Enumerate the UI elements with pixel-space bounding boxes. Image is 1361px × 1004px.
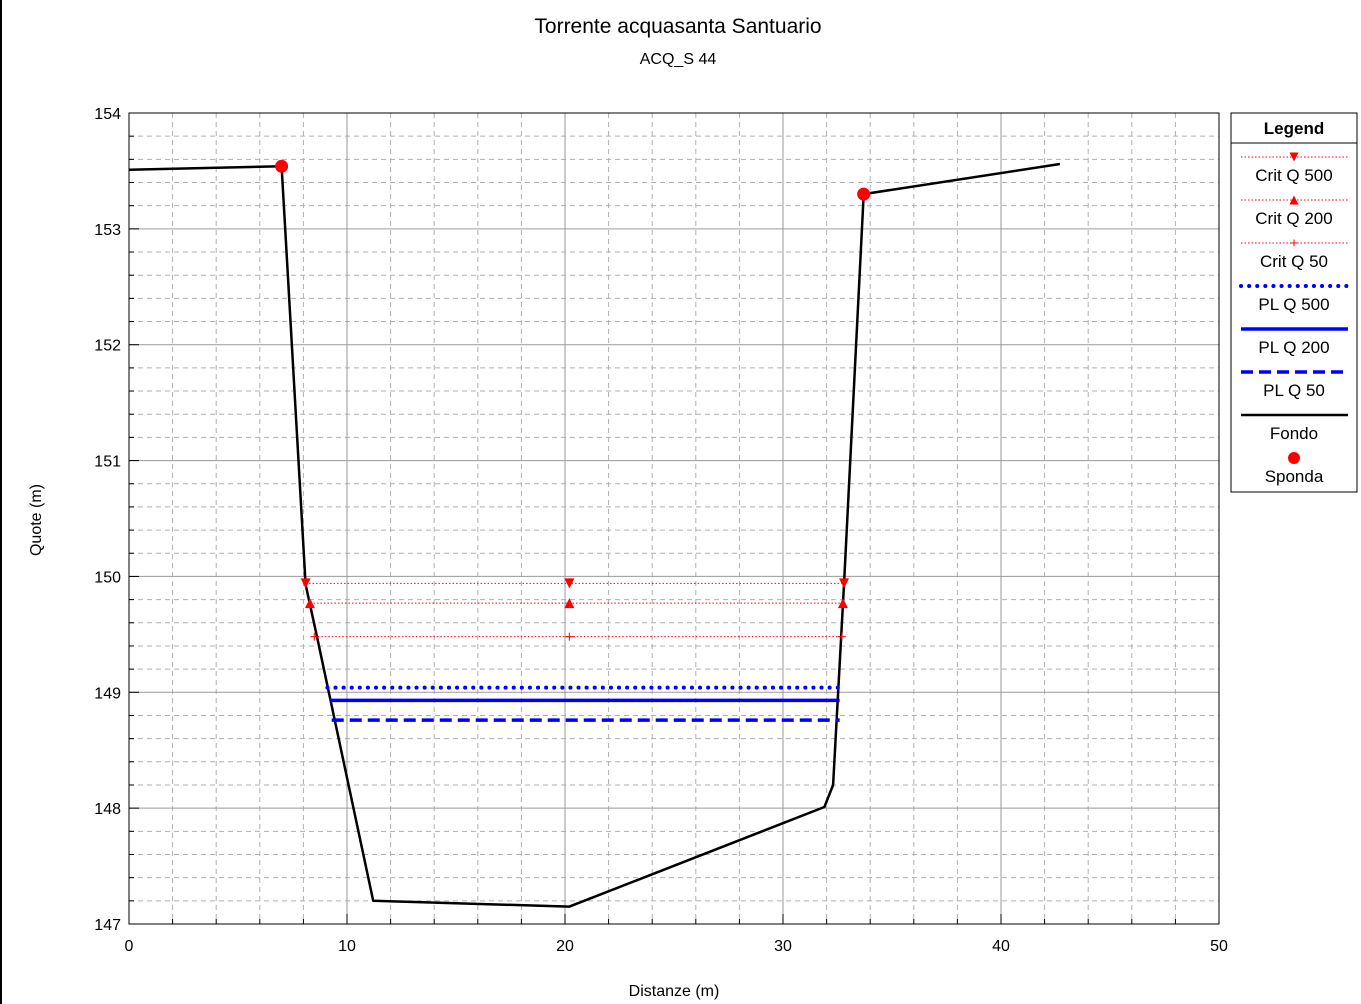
x-tick-label: 40 (992, 938, 1010, 955)
legend-box (1230, 112, 1358, 493)
y-tick-label: 148 (94, 801, 121, 818)
legend-item-crit-q-200: Crit Q 200 (1241, 195, 1348, 228)
legend-marker-crit-q-200 (1289, 195, 1299, 205)
axis-ticks: 0 10 20 30 40 50 147 148 149 150 151 152 153 154 (94, 106, 1228, 955)
legend-label-crit-q-200: Crit Q 200 (1255, 209, 1332, 228)
legend-item-pl-q-50: PL Q 50 (1241, 370, 1348, 400)
legend-item-sponda: Sponda (1265, 452, 1324, 486)
y-tick-label: 153 (94, 222, 121, 239)
left-border (0, 0, 2, 1004)
crit-q-50-marker (310, 632, 319, 641)
legend-swatch-sponda (1288, 452, 1300, 464)
chart-title: Torrente acquasanta Santuario (534, 15, 821, 38)
y-tick-label: 154 (94, 106, 121, 123)
crit-q-200-marker (304, 598, 315, 609)
crit-q-50-marker (837, 632, 846, 641)
series-crit-q-50 (310, 632, 846, 641)
sponda-point (275, 159, 289, 173)
legend-label-fondo: Fondo (1270, 424, 1318, 443)
series-crit-q-200 (304, 598, 848, 609)
legend-item-crit-q-50: Crit Q 50 (1241, 239, 1348, 271)
legend-item-crit-q-500: Crit Q 500 (1241, 152, 1348, 185)
legend-label-pl-q-50: PL Q 50 (1263, 381, 1325, 400)
legend-label-crit-q-50: Crit Q 50 (1260, 252, 1328, 271)
y-tick-label: 147 (94, 917, 121, 934)
crit-q-500-marker (300, 578, 311, 589)
legend-label-pl-q-500: PL Q 500 (1258, 295, 1329, 314)
legend-marker-crit-q-50 (1290, 239, 1298, 247)
crit-q-50-marker (565, 632, 574, 641)
crit-q-500-marker (839, 578, 850, 589)
plot-frame (128, 112, 1220, 925)
chart-subtitle: ACQ_S 44 (640, 51, 717, 68)
series-layer (128, 159, 1061, 908)
crit-q-200-marker (837, 598, 848, 609)
y-tick-label: 152 (94, 338, 121, 355)
legend-label-crit-q-500: Crit Q 500 (1255, 166, 1332, 185)
y-tick-label: 149 (94, 685, 121, 702)
legend: Legend Crit Q 500 Crit Q 200 Crit Q 50 PL Q… (1230, 112, 1358, 493)
legend-title: Legend (1264, 119, 1324, 138)
x-tick-label: 0 (125, 938, 134, 955)
x-tick-label: 30 (774, 938, 792, 955)
legend-label-pl-q-200: PL Q 200 (1258, 338, 1329, 357)
fondo-line (128, 162, 1061, 908)
y-tick-label: 150 (94, 569, 121, 586)
sponda-point (857, 187, 871, 201)
legend-label-sponda: Sponda (1265, 467, 1324, 486)
series-crit-q-500 (300, 578, 850, 589)
x-tick-label: 50 (1210, 938, 1228, 955)
x-tick-label: 20 (556, 938, 574, 955)
legend-item-pl-q-500: PL Q 500 (1239, 284, 1350, 314)
y-axis-label: Quote (m) (28, 484, 45, 556)
legend-item-fondo: Fondo (1241, 413, 1348, 443)
x-tick-label: 10 (338, 938, 356, 955)
legend-item-pl-q-200: PL Q 200 (1241, 327, 1348, 357)
x-axis-label: Distanze (m) (629, 983, 720, 1000)
legend-marker-crit-q-500 (1289, 152, 1299, 162)
grid (128, 112, 1220, 925)
crit-q-200-marker (564, 598, 575, 609)
y-tick-label: 151 (94, 454, 121, 471)
crit-q-500-marker (564, 578, 575, 589)
series-sponda (275, 159, 871, 201)
series-fondo (128, 162, 1061, 908)
